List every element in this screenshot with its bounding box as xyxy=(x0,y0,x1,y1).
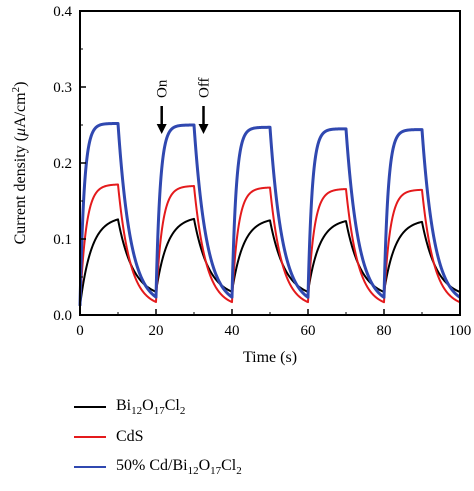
y-tick-label: 0.3 xyxy=(53,80,72,96)
annotation-on: On xyxy=(155,79,171,98)
legend-item-bi: Bi12O17Cl2 xyxy=(74,392,242,422)
x-tick-label: 80 xyxy=(377,323,392,339)
legend-item-cds: CdS xyxy=(74,422,242,452)
annotation-arrow-head xyxy=(156,124,167,134)
series-line-comp xyxy=(78,122,462,306)
x-axis-label: Time (s) xyxy=(243,349,297,366)
legend-label-bi: Bi12O17Cl2 xyxy=(116,396,186,418)
legend-item-composite: 50% Cd/Bi12O17Cl2 xyxy=(74,452,242,482)
y-tick-label: 0.2 xyxy=(53,156,72,172)
y-tick-label: 0.0 xyxy=(53,308,72,324)
x-tick-label: 20 xyxy=(149,323,164,339)
legend-swatch-composite xyxy=(74,466,106,468)
x-tick-label: 40 xyxy=(225,323,240,339)
y-tick-label: 0.4 xyxy=(53,4,72,20)
x-tick-label: 60 xyxy=(301,323,316,339)
plot-area xyxy=(78,122,462,307)
x-tick-label: 0 xyxy=(76,323,84,339)
legend: Bi12O17Cl2 CdS 50% Cd/Bi12O17Cl2 xyxy=(74,392,242,482)
annotation-arrow-head xyxy=(198,124,209,134)
legend-swatch-cds xyxy=(74,436,106,438)
y-axis-label: Current density (μA/cm2) xyxy=(10,82,29,245)
legend-label-composite: 50% Cd/Bi12O17Cl2 xyxy=(116,456,242,478)
y-tick-label: 0.1 xyxy=(53,232,72,248)
series-line-cds xyxy=(79,183,461,306)
legend-label-cds: CdS xyxy=(116,428,144,445)
x-tick-label: 100 xyxy=(449,323,472,339)
legend-swatch-bi xyxy=(74,406,106,408)
annotation-off: Off xyxy=(197,77,213,98)
photocurrent-chart: 0 20 40 60 80 100 0.0 0.1 0.2 0.3 0.4 Time (s) Cur… xyxy=(10,4,472,366)
